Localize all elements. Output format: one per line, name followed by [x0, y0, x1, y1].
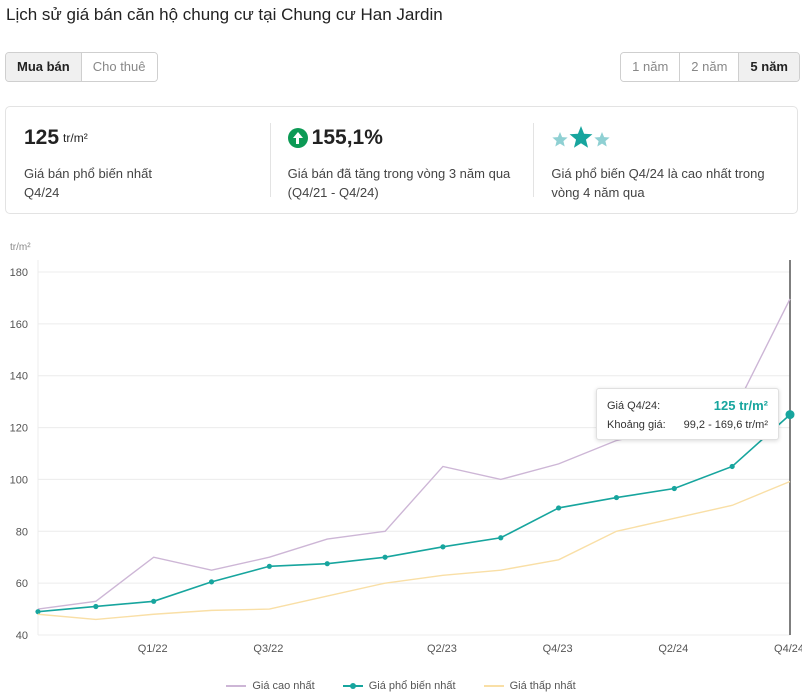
y-tick-label: 140 — [10, 371, 28, 383]
three-stars-icon — [552, 126, 610, 148]
rank-desc: Giá phổ biến Q4/24 là cao nhất trong vòn… — [551, 166, 765, 200]
y-tick-label: 120 — [10, 423, 28, 435]
y-tick-label: 60 — [16, 578, 28, 590]
growth-value: 155,1% — [311, 126, 383, 149]
y-axis-label: tr/m² — [10, 242, 31, 253]
data-point[interactable] — [35, 609, 41, 615]
x-tick-label: Q2/23 — [427, 643, 457, 655]
series-line-min — [37, 480, 791, 621]
x-tick-label: Q1/22 — [138, 643, 168, 655]
legend-line-min — [483, 685, 504, 687]
stats-panel: 125 tr/m² Giá bán phổ biến nhất Q4/24 15… — [5, 106, 798, 214]
legend-line-common — [342, 683, 363, 689]
tab-2-nam[interactable]: 2 năm — [680, 53, 740, 81]
y-tick-label: 80 — [16, 526, 28, 538]
tab-cho-thue[interactable]: Cho thuê — [81, 53, 157, 81]
data-point[interactable] — [556, 505, 562, 511]
legend-label-min: Giá thấp nhất — [509, 680, 576, 692]
tab-5-nam[interactable]: 5 năm — [739, 53, 799, 81]
data-point[interactable] — [208, 579, 215, 585]
data-point[interactable] — [785, 410, 795, 420]
x-tick-label: Q2/24 — [658, 643, 688, 655]
period-toggle: 1 năm 2 năm 5 năm — [620, 52, 800, 82]
growth-desc: Giá bán đã tăng trong vòng 3 năm qua — [287, 166, 511, 181]
tooltip-value-range: 99,2 - 169,6 tr/m² — [683, 418, 768, 431]
data-point[interactable] — [266, 563, 272, 569]
tooltip-value-price: 125 tr/m² — [713, 398, 768, 413]
star-main-icon — [569, 126, 593, 148]
y-tick-label: 180 — [10, 267, 28, 279]
data-point[interactable] — [613, 494, 620, 501]
common-price-desc: Giá bán phổ biến nhất — [24, 166, 152, 181]
legend-label-max: Giá cao nhất — [252, 680, 315, 692]
arrow-up-circle-icon — [287, 128, 308, 148]
transaction-type-toggle: Mua bán Cho thuê — [5, 52, 158, 82]
common-price-unit: tr/m² — [63, 131, 88, 145]
y-axis-ticks: 40 60 80 100 120 140 160 180 — [10, 267, 28, 642]
series-group — [35, 298, 795, 621]
data-point[interactable] — [382, 554, 388, 560]
tab-mua-ban[interactable]: Mua bán — [6, 53, 82, 81]
legend-line-max — [226, 685, 247, 687]
x-tick-label: Q3/22 — [253, 643, 283, 655]
tooltip-label-price: Giá Q4/24: — [607, 399, 661, 412]
data-point[interactable] — [498, 535, 504, 541]
data-point[interactable] — [151, 598, 157, 604]
stat-rank: Giá phổ biến Q4/24 là cao nhất trong vòn… — [533, 107, 797, 213]
star-small-left-icon — [552, 132, 568, 147]
x-tick-label: Q4/23 — [543, 643, 573, 655]
legend-label-common: Giá phổ biến nhất — [368, 680, 456, 692]
price-history-chart: tr/m² 40 60 80 100 120 140 160 180 Q1/22 Q3/22 Q2… — [10, 242, 802, 655]
page-title: Lịch sử giá bán căn hộ chung cư tại Chun… — [6, 5, 443, 24]
y-tick-label: 40 — [16, 630, 28, 642]
y-tick-label: 100 — [10, 474, 28, 486]
data-point[interactable] — [729, 463, 735, 470]
common-price-period: Q4/24 — [24, 185, 60, 200]
data-point[interactable] — [671, 485, 677, 492]
tooltip-label-range: Khoảng giá: — [607, 418, 666, 431]
stat-common-price: 125 tr/m² Giá bán phổ biến nhất Q4/24 — [6, 107, 270, 213]
data-point[interactable] — [324, 561, 330, 567]
series-line-common — [37, 414, 791, 613]
star-small-right-icon — [594, 132, 610, 147]
tab-1-nam[interactable]: 1 năm — [621, 53, 681, 81]
grid — [37, 260, 790, 636]
growth-period: (Q4/21 - Q4/24) — [287, 185, 379, 200]
legend-item-common[interactable]: Giá phổ biến nhất — [342, 680, 456, 692]
data-point[interactable] — [93, 603, 99, 610]
x-axis-ticks: Q1/22 Q3/22 Q2/23 Q4/23 Q2/24 Q4/24 — [138, 643, 802, 655]
legend-item-min[interactable]: Giá thấp nhất — [483, 680, 576, 692]
legend: Giá cao nhất Giá phổ biến nhất Giá thấp … — [0, 680, 802, 692]
stat-growth: 155,1% Giá bán đã tăng trong vòng 3 năm … — [269, 107, 534, 213]
tooltip: Giá Q4/24: 125 tr/m² Khoảng giá: 99,2 - … — [596, 388, 779, 440]
series-line-max — [37, 298, 791, 610]
common-price-value: 125 — [24, 126, 60, 149]
data-point[interactable] — [440, 544, 446, 550]
y-tick-label: 160 — [10, 319, 28, 331]
x-tick-label: Q4/24 — [774, 643, 802, 655]
legend-item-max[interactable]: Giá cao nhất — [226, 680, 315, 692]
